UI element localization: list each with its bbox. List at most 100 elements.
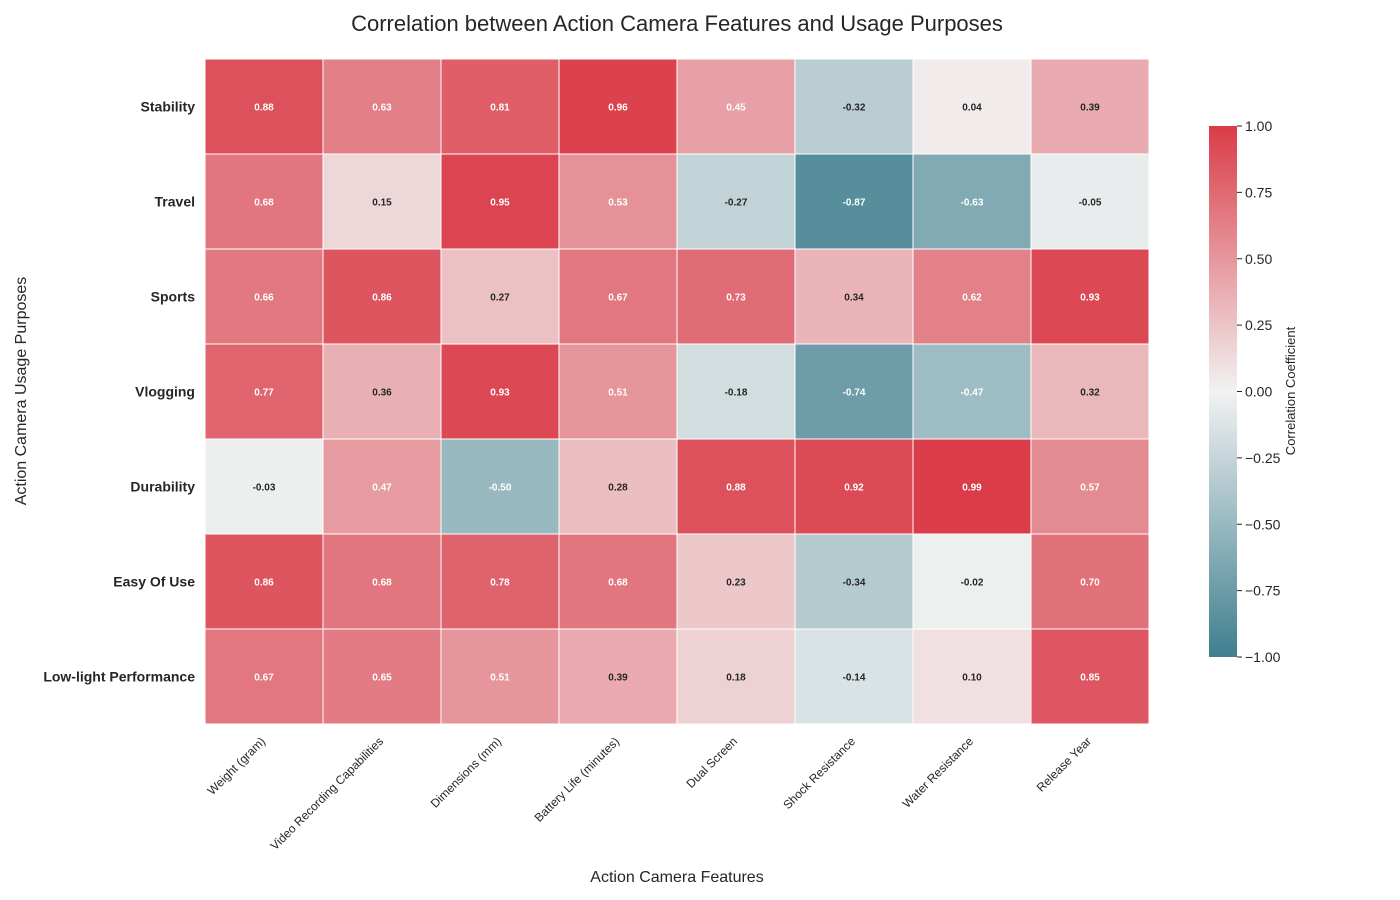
column-label: Video Recording Capabilities [267,734,386,853]
cell-value-label: 0.67 [254,673,274,684]
colorbar-tick-label: −0.75 [1245,583,1281,599]
cell-value-label: 0.53 [608,198,628,209]
cell-value-label: 0.92 [844,483,864,494]
heatmap-cell [676,628,796,725]
heatmap-cell [440,438,560,535]
cell-value-label: 0.39 [608,673,628,684]
cell-value-label: 0.51 [490,673,510,684]
heatmap-cell [1030,58,1150,155]
cell-value-label: 0.23 [726,578,746,589]
heatmap-cell [440,248,560,345]
cell-value-label: -0.18 [725,388,748,399]
colorbar-tick-label: 0.25 [1245,317,1272,333]
colorbar: −1.00 −0.75 −0.50 −0.25 0.00 0.25 0.50 0.75 1.00… [1209,118,1298,665]
cell-value-label: 0.78 [490,578,510,589]
colorbar-tick-label: 0.75 [1245,184,1272,200]
row-label: Travel [155,194,195,210]
cell-value-label: -0.63 [961,198,984,209]
x-axis-title: Action Camera Features [590,869,763,886]
cell-value-label: 0.99 [962,483,982,494]
cell-value-label: 0.96 [608,103,628,114]
cell-value-label: -0.27 [725,198,748,209]
heatmap-cell [912,153,1032,250]
column-label: Release Year [1034,734,1094,794]
heatmap-cell [558,153,678,250]
cell-value-label: 0.66 [254,293,274,304]
heatmap-cell [676,153,796,250]
cell-value-label: 0.57 [1080,483,1100,494]
heatmap-cell [440,58,560,155]
heatmap-cell [912,248,1032,345]
heatmap-cell [794,533,914,630]
cell-value-label: -0.87 [843,198,866,209]
cell-value-label: -0.02 [961,578,984,589]
row-labels: Stability Travel Sports Vlogging Durability E… [43,99,195,685]
column-labels: Weight (gram) Video Recording Capabilitie… [205,734,1094,853]
colorbar-tick-label: −0.25 [1245,450,1281,466]
heatmap-cell [1030,153,1150,250]
colorbar-ticks: −1.00 −0.75 −0.50 −0.25 0.00 0.25 0.50 0.75 1.00 [1237,118,1281,665]
column-label: Water Resistance [900,734,977,811]
cell-value-label: -0.05 [1079,198,1102,209]
row-label: Durability [130,479,195,495]
cell-value-label: 0.68 [254,198,274,209]
colorbar-tick-label: −0.50 [1245,516,1281,532]
cell-value-label: 0.32 [1080,388,1100,399]
cell-value-label: 0.39 [1080,103,1100,114]
cell-value-label: 0.68 [372,578,392,589]
colorbar-tick-label: −1.00 [1245,649,1281,665]
y-axis-title: Action Camera Usage Purposes [13,277,30,506]
heatmap-cell [204,248,324,345]
cell-value-label: 0.77 [254,388,274,399]
heatmap-cell [558,248,678,345]
cell-value-label: 0.85 [1080,673,1100,684]
cell-value-label: 0.93 [490,388,510,399]
heatmap-cell [1030,248,1150,345]
heatmap-cell [794,248,914,345]
heatmap-cell [322,628,442,725]
heatmap-cell [322,533,442,630]
heatmap-cell [912,343,1032,440]
cell-value-label: -0.03 [253,483,276,494]
column-label: Battery Life (minutes) [532,734,623,825]
heatmap-cells: 0.88 0.63 0.81 0.96 0.45 -0.32 0.04 0.39 0.68 0.1… [204,58,1150,725]
cell-value-label: -0.74 [843,388,866,399]
column-label: Dimensions (mm) [428,734,504,810]
heatmap-cell [440,343,560,440]
heatmap-cell [558,343,678,440]
cell-value-label: 0.81 [490,103,510,114]
heatmap-cell [440,628,560,725]
heatmap-cell [440,533,560,630]
cell-value-label: 0.73 [726,293,746,304]
row-label: Easy Of Use [113,574,195,590]
cell-value-label: 0.45 [726,103,746,114]
cell-value-label: 0.36 [372,388,392,399]
colorbar-gradient [1209,126,1237,657]
cell-value-label: 0.28 [608,483,628,494]
heatmap-cell [558,58,678,155]
cell-value-label: 0.93 [1080,293,1100,304]
heatmap-cell [204,628,324,725]
cell-value-label: 0.63 [372,103,392,114]
cell-value-label: -0.14 [843,673,866,684]
heatmap-cell [204,343,324,440]
row-label: Vlogging [135,384,195,400]
heatmap-cell [794,438,914,535]
cell-value-label: 0.88 [726,483,746,494]
colorbar-tick-label: 1.00 [1245,118,1272,134]
cell-value-label: 0.86 [372,293,392,304]
cell-value-label: 0.34 [844,293,864,304]
heatmap-cell [204,58,324,155]
colorbar-title: Correlation Coefficient [1283,326,1298,455]
column-label: Dual Screen [684,734,741,791]
cell-value-label: 0.18 [726,673,746,684]
heatmap-cell [322,153,442,250]
heatmap-cell [558,438,678,535]
cell-value-label: 0.86 [254,578,274,589]
cell-value-label: -0.50 [489,483,512,494]
chart-title: Correlation between Action Camera Featur… [351,11,1003,36]
cell-value-label: 0.04 [962,103,982,114]
heatmap-cell [912,533,1032,630]
heatmap-cell [676,58,796,155]
